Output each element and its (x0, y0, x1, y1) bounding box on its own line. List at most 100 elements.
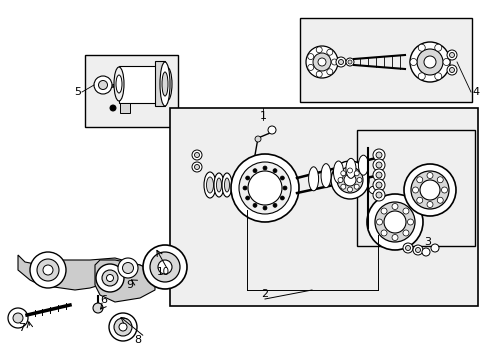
Circle shape (307, 64, 313, 71)
Circle shape (13, 313, 23, 323)
Circle shape (280, 176, 284, 180)
Circle shape (412, 187, 418, 193)
Circle shape (412, 245, 422, 255)
Circle shape (383, 211, 405, 233)
Circle shape (343, 174, 355, 186)
Circle shape (110, 105, 116, 111)
Circle shape (375, 162, 381, 168)
Circle shape (109, 313, 137, 341)
Circle shape (331, 59, 337, 65)
Circle shape (280, 196, 284, 200)
Circle shape (230, 154, 298, 222)
Bar (155, 61, 164, 106)
Ellipse shape (345, 158, 355, 178)
Circle shape (419, 180, 439, 200)
Ellipse shape (222, 173, 231, 197)
Ellipse shape (203, 172, 216, 198)
Circle shape (326, 69, 332, 75)
Circle shape (335, 57, 346, 67)
Circle shape (252, 169, 257, 173)
Bar (120, 103, 130, 113)
Circle shape (434, 44, 441, 51)
Circle shape (366, 194, 422, 250)
Ellipse shape (333, 161, 343, 183)
Circle shape (93, 303, 103, 313)
Circle shape (430, 244, 438, 252)
Text: 1: 1 (259, 111, 266, 121)
Text: 7: 7 (19, 323, 25, 333)
Circle shape (402, 243, 412, 253)
Circle shape (263, 206, 266, 210)
Circle shape (317, 58, 325, 66)
Circle shape (347, 60, 351, 64)
Circle shape (446, 65, 456, 75)
Circle shape (403, 164, 455, 216)
Text: 6: 6 (101, 295, 107, 305)
Circle shape (326, 49, 332, 55)
Ellipse shape (321, 164, 330, 188)
Circle shape (380, 230, 386, 236)
Circle shape (37, 259, 59, 281)
Circle shape (380, 208, 386, 214)
Text: 9: 9 (126, 280, 133, 290)
Ellipse shape (216, 178, 221, 192)
Circle shape (409, 42, 449, 82)
Circle shape (423, 56, 435, 68)
Ellipse shape (162, 72, 168, 96)
Circle shape (346, 58, 353, 66)
Circle shape (410, 171, 448, 209)
Circle shape (243, 186, 246, 190)
Circle shape (436, 197, 442, 203)
Circle shape (307, 54, 313, 59)
Circle shape (409, 58, 416, 66)
Circle shape (158, 260, 172, 274)
Circle shape (316, 47, 322, 53)
Bar (119, 66, 167, 103)
Circle shape (122, 262, 133, 274)
Circle shape (192, 162, 202, 172)
Circle shape (448, 68, 453, 72)
Circle shape (391, 234, 397, 240)
Text: 3: 3 (424, 237, 430, 247)
Ellipse shape (206, 177, 213, 193)
Ellipse shape (162, 67, 172, 101)
Ellipse shape (224, 178, 229, 192)
Circle shape (416, 49, 442, 75)
Bar (85, 55, 178, 127)
Circle shape (347, 168, 352, 173)
Circle shape (312, 53, 330, 71)
Ellipse shape (114, 67, 124, 101)
Circle shape (442, 58, 449, 66)
Circle shape (336, 167, 362, 193)
Circle shape (441, 187, 447, 193)
Circle shape (426, 172, 432, 179)
Circle shape (416, 177, 422, 183)
Circle shape (316, 71, 322, 77)
Circle shape (150, 252, 180, 282)
Circle shape (340, 184, 345, 189)
Circle shape (114, 318, 132, 336)
Circle shape (337, 177, 342, 183)
Circle shape (375, 192, 381, 198)
Circle shape (254, 136, 261, 142)
Circle shape (353, 171, 359, 176)
Circle shape (372, 159, 384, 171)
Polygon shape (95, 260, 155, 302)
Circle shape (402, 230, 408, 236)
Circle shape (272, 203, 276, 207)
Bar (299, 18, 471, 102)
Circle shape (372, 179, 384, 191)
Circle shape (421, 248, 429, 256)
Circle shape (375, 152, 381, 158)
Circle shape (30, 252, 66, 288)
Circle shape (372, 149, 384, 161)
Circle shape (194, 165, 199, 170)
Circle shape (434, 73, 441, 80)
Ellipse shape (358, 155, 367, 175)
Circle shape (263, 166, 266, 170)
Text: 2: 2 (261, 289, 268, 299)
Ellipse shape (308, 167, 318, 191)
Circle shape (391, 203, 397, 210)
Text: 5: 5 (74, 87, 81, 97)
Circle shape (252, 203, 257, 207)
